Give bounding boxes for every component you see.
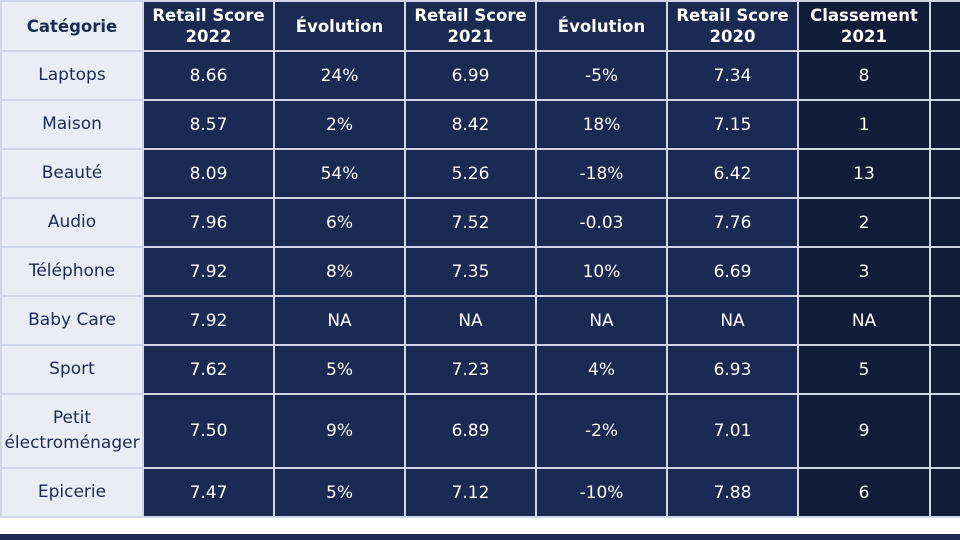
partial-cell: [929, 467, 960, 518]
retail-score-2020-cell: 6.42: [666, 148, 799, 199]
header-evolution-2021[interactable]: Évolution: [535, 0, 668, 52]
header-next-evolution-partial[interactable]: É: [929, 0, 960, 52]
retail-score-2020-cell: 7.15: [666, 99, 799, 150]
retail-score-2020-cell: NA: [666, 295, 799, 346]
ranking-2021-cell: NA: [797, 295, 931, 346]
retail-score-2020-cell: 6.93: [666, 344, 799, 395]
ranking-2021-cell: 13: [797, 148, 931, 199]
evolution-cell: 18%: [535, 99, 668, 150]
category-cell: Audio: [0, 197, 144, 248]
category-cell: Maison: [0, 99, 144, 150]
partial-cell: [929, 148, 960, 199]
table-row: Audio 7.96 6% 7.52 -0.03 7.76 2: [0, 197, 960, 248]
retail-score-2022-cell: 7.92: [142, 295, 275, 346]
retail-score-2021-cell: NA: [404, 295, 537, 346]
retail-score-2022-cell: 8.66: [142, 50, 275, 101]
partial-cell: [929, 246, 960, 297]
retail-score-2022-cell: 7.50: [142, 393, 275, 469]
table-row: Epicerie 7.47 5% 7.12 -10% 7.88 6: [0, 467, 960, 518]
bottom-border-strip: [0, 534, 960, 540]
retail-score-2022-cell: 8.09: [142, 148, 275, 199]
partial-cell: [929, 197, 960, 248]
category-cell: Sport: [0, 344, 144, 395]
retail-score-2022-cell: 8.57: [142, 99, 275, 150]
evolution-cell: NA: [273, 295, 406, 346]
partial-cell: [929, 344, 960, 395]
category-cell: Beauté: [0, 148, 144, 199]
ranking-2021-cell: 2: [797, 197, 931, 248]
table-row: Petit électroménager 7.50 9% 6.89 -2% 7.…: [0, 393, 960, 469]
evolution-cell: -18%: [535, 148, 668, 199]
evolution-cell: 10%: [535, 246, 668, 297]
retail-score-2022-cell: 7.62: [142, 344, 275, 395]
header-retail-score-2021[interactable]: Retail Score 2021: [404, 0, 537, 52]
retail-score-2021-cell: 8.42: [404, 99, 537, 150]
header-evolution-2022[interactable]: Évolution: [273, 0, 406, 52]
evolution-cell: 8%: [273, 246, 406, 297]
ranking-2021-cell: 6: [797, 467, 931, 518]
table-row: Beauté 8.09 54% 5.26 -18% 6.42 13: [0, 148, 960, 199]
retail-score-2022-cell: 7.92: [142, 246, 275, 297]
retail-score-table: Catégorie Retail Score 2022 Évolution Re…: [0, 0, 960, 518]
category-cell: Téléphone: [0, 246, 144, 297]
evolution-cell: 6%: [273, 197, 406, 248]
ranking-2021-cell: 5: [797, 344, 931, 395]
retail-score-2022-cell: 7.47: [142, 467, 275, 518]
retail-score-2021-cell: 7.35: [404, 246, 537, 297]
retail-score-2021-cell: 7.23: [404, 344, 537, 395]
retail-score-2021-cell: 5.26: [404, 148, 537, 199]
evolution-cell: 2%: [273, 99, 406, 150]
header-retail-score-2022[interactable]: Retail Score 2022: [142, 0, 275, 52]
evolution-cell: 9%: [273, 393, 406, 469]
ranking-2021-cell: 1: [797, 99, 931, 150]
retail-score-2021-cell: 6.89: [404, 393, 537, 469]
partial-cell: [929, 50, 960, 101]
partial-cell: [929, 295, 960, 346]
ranking-2021-cell: 9: [797, 393, 931, 469]
table-row: Sport 7.62 5% 7.23 4% 6.93 5: [0, 344, 960, 395]
evolution-cell: -5%: [535, 50, 668, 101]
category-cell: Petit électroménager: [0, 393, 144, 469]
table-row: Maison 8.57 2% 8.42 18% 7.15 1: [0, 99, 960, 150]
header-retail-score-2020[interactable]: Retail Score 2020: [666, 0, 799, 52]
retail-score-2020-cell: 7.01: [666, 393, 799, 469]
retail-score-2020-cell: 6.69: [666, 246, 799, 297]
header-category[interactable]: Catégorie: [0, 0, 144, 52]
retail-score-2020-cell: 7.76: [666, 197, 799, 248]
table-row: Laptops 8.66 24% 6.99 -5% 7.34 8: [0, 50, 960, 101]
retail-score-2020-cell: 7.88: [666, 467, 799, 518]
category-line-2: électroménager: [4, 433, 140, 453]
evolution-cell: 24%: [273, 50, 406, 101]
category-cell: Baby Care: [0, 295, 144, 346]
evolution-cell: -2%: [535, 393, 668, 469]
header-ranking-2021[interactable]: Classement 2021: [797, 0, 931, 52]
evolution-cell: -0.03: [535, 197, 668, 248]
evolution-cell: 4%: [535, 344, 668, 395]
retail-score-2020-cell: 7.34: [666, 50, 799, 101]
partial-cell: [929, 99, 960, 150]
partial-cell: [929, 393, 960, 469]
evolution-cell: 5%: [273, 467, 406, 518]
evolution-cell: NA: [535, 295, 668, 346]
retail-score-2021-cell: 7.52: [404, 197, 537, 248]
ranking-2021-cell: 3: [797, 246, 931, 297]
retail-score-2021-cell: 6.99: [404, 50, 537, 101]
header-row: Catégorie Retail Score 2022 Évolution Re…: [0, 0, 960, 52]
retail-score-2022-cell: 7.96: [142, 197, 275, 248]
evolution-cell: 54%: [273, 148, 406, 199]
table-row: Baby Care 7.92 NA NA NA NA NA: [0, 295, 960, 346]
category-cell: Epicerie: [0, 467, 144, 518]
evolution-cell: 5%: [273, 344, 406, 395]
table-row: Téléphone 7.92 8% 7.35 10% 6.69 3: [0, 246, 960, 297]
category-line-1: Petit: [52, 408, 92, 428]
retail-score-2021-cell: 7.12: [404, 467, 537, 518]
ranking-2021-cell: 8: [797, 50, 931, 101]
evolution-cell: -10%: [535, 467, 668, 518]
category-cell: Laptops: [0, 50, 144, 101]
